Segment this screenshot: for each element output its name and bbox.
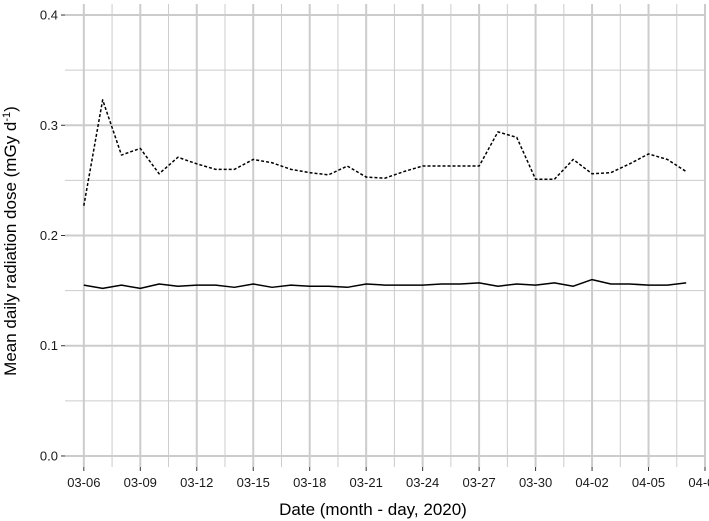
grid-lines [65, 4, 706, 467]
y-axis-ticks: 0.0 0.1 0.2 0.3 0.4 [40, 8, 65, 463]
x-tick-label: 03-18 [293, 475, 326, 490]
x-tick-label: 04-05 [632, 475, 665, 490]
series-line-dotted [83, 99, 687, 206]
y-tick-label: 0.2 [40, 228, 58, 243]
x-tick-label: 04-02 [575, 475, 608, 490]
series-lines [83, 99, 687, 290]
y-tick-label: 0.0 [40, 448, 58, 463]
y-axis-title-end: ) [1, 106, 20, 112]
y-tick-label: 0.4 [40, 8, 58, 23]
series-line-solid [83, 278, 687, 290]
x-tick-label: 03-30 [519, 475, 552, 490]
x-tick-label: 04-08 [688, 475, 709, 490]
y-axis-title-superscript: -1 [1, 112, 13, 122]
x-tick-label: 03-09 [124, 475, 157, 490]
y-axis-title-main: Mean daily radiation dose (mGy d [1, 122, 20, 376]
y-tick-label: 0.1 [40, 338, 58, 353]
y-axis-title: Mean daily radiation dose (mGy d-1) [1, 106, 20, 376]
x-axis-title: Date (month - day, 2020) [279, 500, 467, 519]
x-tick-label: 03-21 [350, 475, 383, 490]
x-tick-label: 03-24 [406, 475, 439, 490]
x-axis-ticks: 03-06 03-09 03-12 03-15 03-18 03-21 03-24 03-27… [67, 467, 709, 490]
y-tick-label: 0.3 [40, 118, 58, 133]
x-tick-label: 03-06 [67, 475, 100, 490]
x-tick-label: 03-12 [180, 475, 213, 490]
x-tick-label: 03-27 [462, 475, 495, 490]
x-tick-label: 03-15 [237, 475, 270, 490]
